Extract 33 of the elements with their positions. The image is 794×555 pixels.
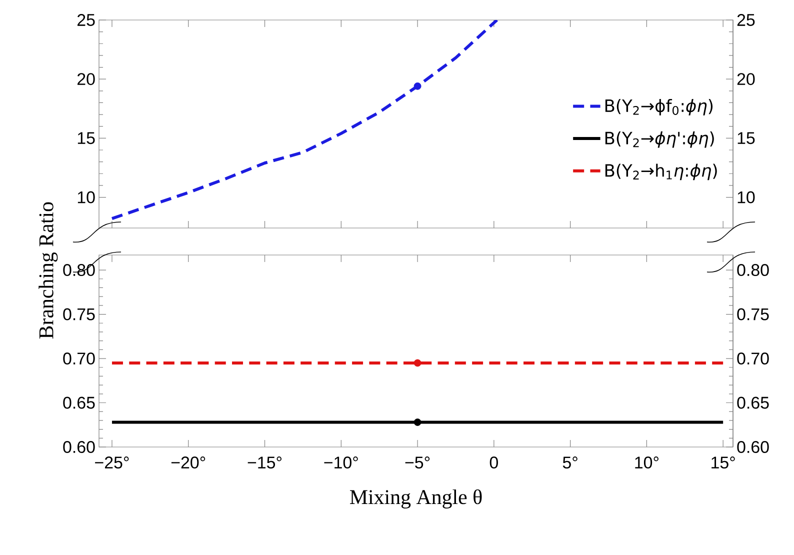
y2-tick-label: 0.60: [737, 441, 769, 453]
y-axis-title: Branching Ratio: [38, 202, 58, 339]
y2-tick-label: 25: [737, 14, 755, 26]
x-tick-label: 5°: [562, 456, 578, 469]
x-tick-label: 10°: [635, 456, 658, 469]
x-tick-label: −20°: [171, 456, 206, 469]
y-tick-label: 15: [78, 132, 95, 144]
text: B(Υ$_{2}$→h$_{1}$η:ϕη): [605, 164, 717, 180]
x-axis-title: Mixing Angle θ: [350, 489, 482, 508]
legend-label: B(Υ$_{2}$→ϕf$_{0}$:ϕη): [605, 99, 713, 116]
x-tick-label: 0: [490, 456, 498, 469]
x-tick-label: −15°: [248, 456, 282, 469]
x-tick-label: 15°: [712, 456, 735, 469]
y2-tick-label: 0.80: [737, 264, 769, 276]
y2-tick-label: 20: [737, 73, 755, 86]
x-tick-label: −25°: [95, 456, 129, 469]
y-tick-label: 25: [78, 14, 95, 26]
line-series: [110, 20, 498, 220]
y-tick-label: 0.65: [63, 396, 95, 409]
y-tick-label: 0.70: [63, 352, 95, 365]
y2-tick-label: 0.65: [737, 396, 769, 409]
x-tick-label: −10°: [324, 456, 358, 469]
y2-tick-label: 15: [738, 132, 755, 144]
y2-tick-label: 0.75: [737, 308, 769, 320]
y-tick-label: 20: [78, 73, 95, 86]
y2-tick-label: 10: [738, 191, 755, 204]
text: B(Υ$_{2}$→ϕη':ϕη): [605, 131, 714, 148]
y-tick-label: 0.75: [63, 308, 95, 320]
y-tick-label: 0.80: [63, 264, 95, 276]
x-tick-label: −5°: [405, 456, 430, 469]
y-tick-label: 0.60: [63, 441, 95, 453]
y2-tick-label: 0.70: [737, 352, 769, 365]
y-tick-label: 10: [78, 191, 95, 204]
